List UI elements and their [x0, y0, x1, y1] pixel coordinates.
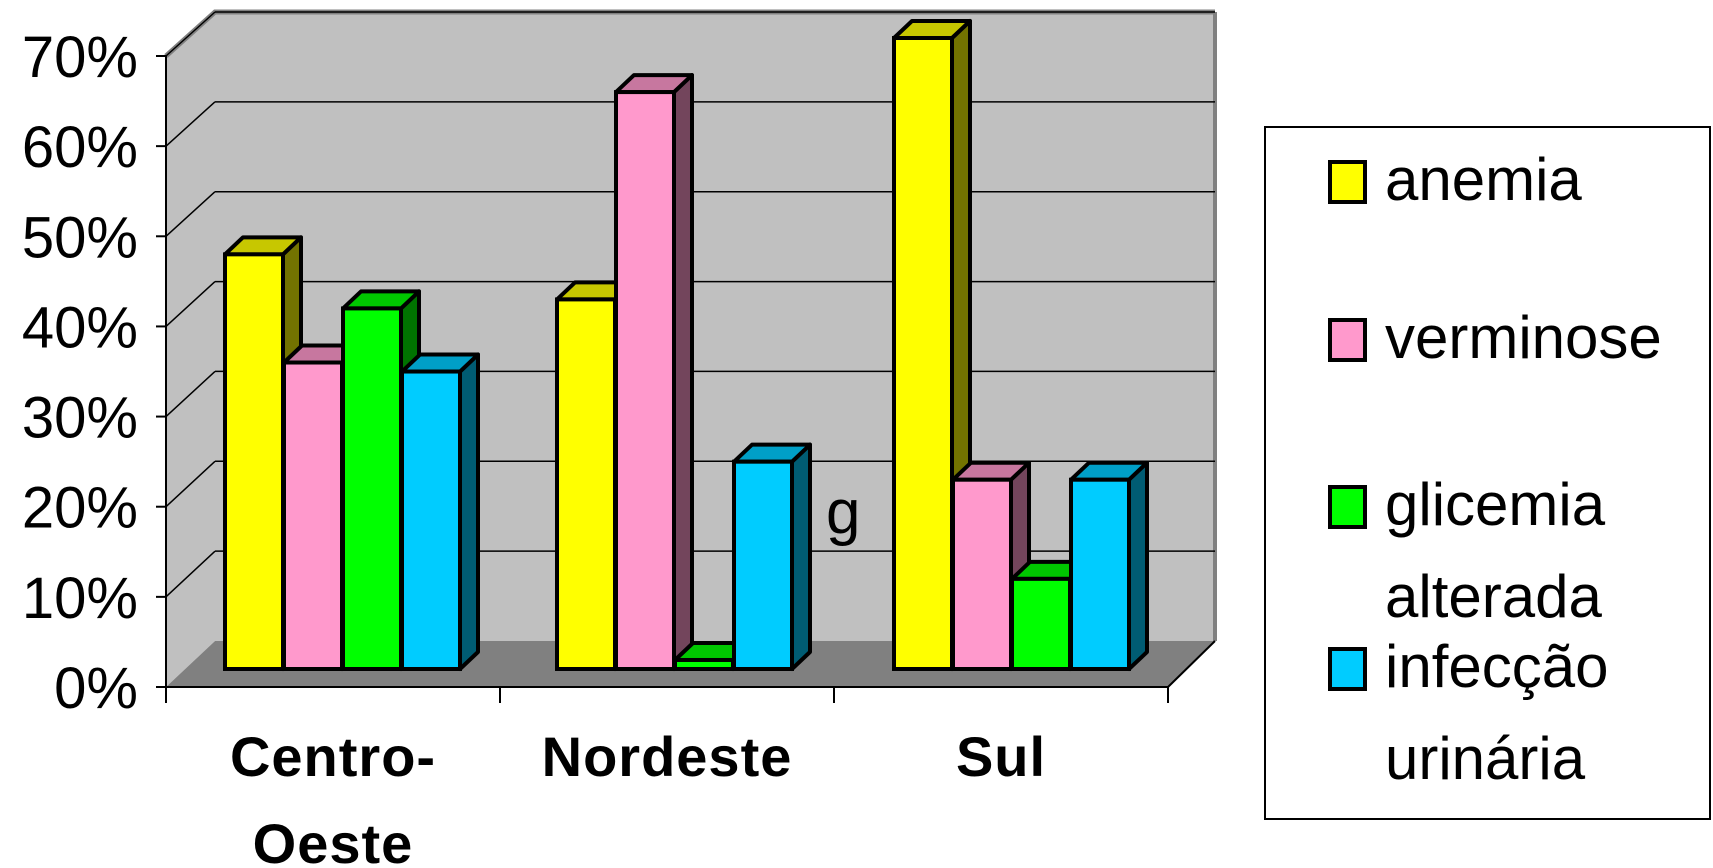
legend-entry-label: anemia	[1385, 146, 1582, 213]
x-category-label: Centro-	[230, 725, 436, 788]
bar-verminose-0	[282, 343, 362, 671]
axes	[156, 55, 1169, 703]
side-wall	[166, 12, 215, 687]
legend-box	[1264, 126, 1711, 820]
legend-entry-label: glicemia	[1385, 471, 1606, 538]
y-tick-label: 60%	[22, 115, 138, 180]
gridline-side	[165, 281, 216, 327]
legend-swatch	[1328, 318, 1367, 362]
x-category-label: Nordeste	[542, 725, 793, 788]
y-tick-label: 20%	[22, 476, 138, 541]
legend-entry-label: urinária	[1385, 725, 1586, 792]
y-tick-label: 70%	[22, 25, 138, 90]
legend-entry-label: verminose	[1385, 304, 1662, 371]
gridline-side	[165, 370, 216, 418]
y-tick-label: 10%	[22, 566, 138, 631]
legend-entry-label: alterada	[1385, 563, 1602, 630]
axis-labels: 0% 10% 20% 30% 40% 50% 60% 70% Centro- Oeste Norde…	[22, 25, 1046, 868]
gridline-side	[165, 101, 216, 147]
y-tick-label: 30%	[22, 386, 138, 451]
gridline-side	[165, 460, 216, 508]
legend-entry-label: infecção	[1385, 633, 1608, 700]
legend-swatch	[1328, 485, 1367, 529]
annotation-text: g	[826, 478, 860, 547]
x-category-label: Sul	[956, 725, 1046, 788]
gridline-side	[165, 191, 216, 237]
legend-swatch	[1328, 647, 1367, 691]
floor-edge	[1167, 640, 1216, 688]
y-tick-label: 0%	[54, 656, 138, 721]
bars	[223, 19, 1149, 672]
gridline-side	[165, 550, 216, 598]
bar-infecção-urinária-0	[400, 352, 480, 671]
bar-infecção-urinária-2	[1069, 460, 1149, 672]
y-tick-label: 50%	[22, 205, 138, 270]
bar-verminose-2	[951, 460, 1031, 672]
gridline-side	[165, 11, 216, 57]
y-tick-label: 40%	[22, 295, 138, 360]
bar-infecção-urinária-1	[732, 442, 812, 671]
legend-swatch	[1328, 160, 1367, 204]
bar-verminose-1	[614, 73, 694, 672]
x-category-label: Oeste	[253, 812, 414, 868]
